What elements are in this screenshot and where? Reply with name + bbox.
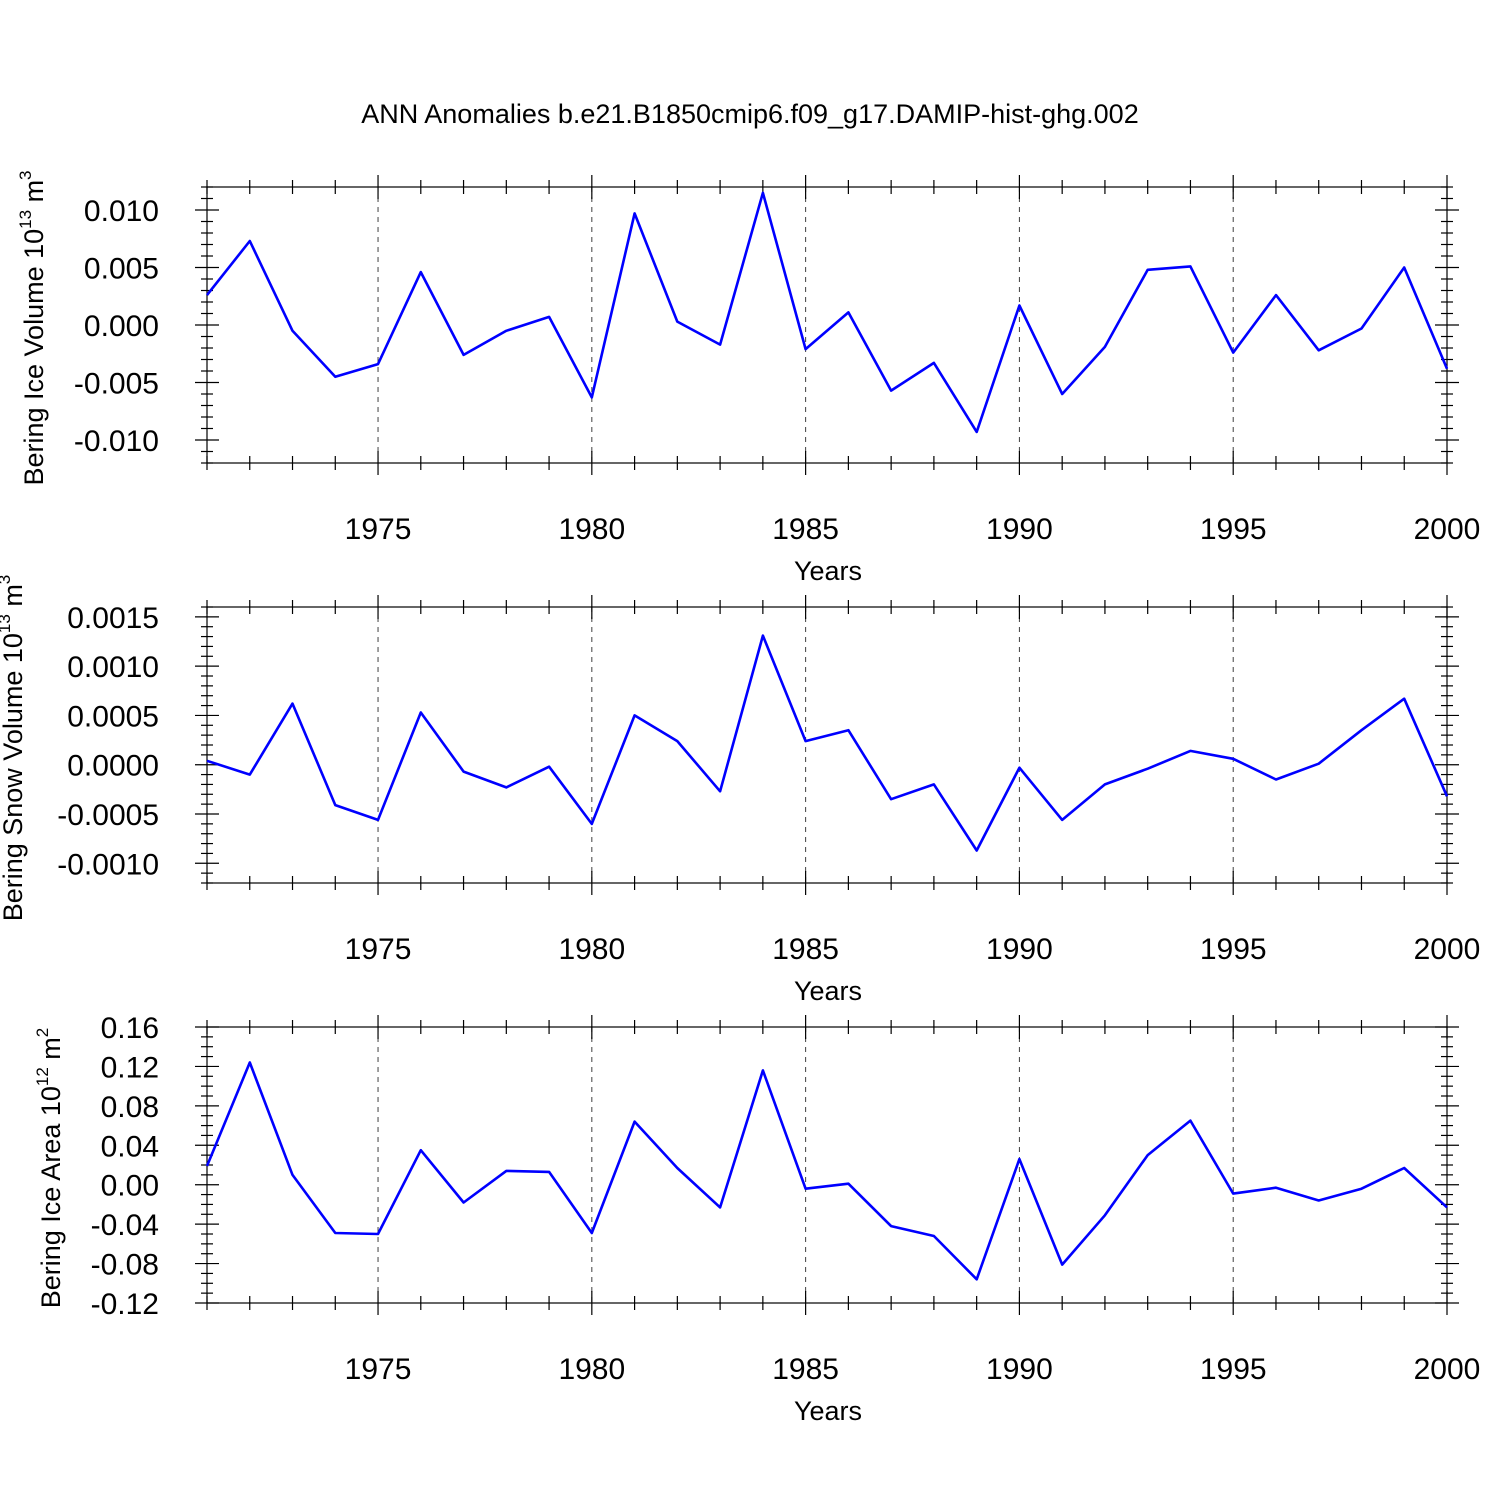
y-axis-title-unit: m [19, 180, 49, 210]
x-tick-label: 1990 [986, 1353, 1053, 1386]
x-tick-label: 1975 [345, 513, 412, 546]
panel-2: -0.0010 -0.0005 0.0000 0.0005 0.0010 0.0015 19… [0, 575, 1480, 1006]
x-tick-label: 1995 [1200, 513, 1267, 546]
y-axis-title-exponent: 12 [33, 1067, 52, 1086]
y-tick-label: 0.005 [84, 253, 159, 286]
x-axis-title: Years [794, 976, 862, 1006]
y-axis-title-text: Bering Snow Volume 10 [0, 633, 28, 921]
y-tick-label: -0.010 [74, 425, 159, 458]
y-tick-label: 0.04 [101, 1130, 159, 1163]
y-tick-label: -0.0010 [57, 848, 159, 881]
series-line [206, 634, 1449, 852]
panel-3: -0.12 -0.08 -0.04 0.00 0.04 0.08 0.12 0.16 1975 1… [33, 1012, 1480, 1426]
y-tick-label: 0.12 [101, 1051, 159, 1084]
x-tick-label: 1995 [1200, 933, 1267, 966]
y-tick-label: 0.0010 [67, 651, 159, 684]
x-tick-label: 1995 [1200, 1353, 1267, 1386]
y-tick-label: 0.16 [101, 1012, 159, 1045]
y-tick-label: -0.005 [74, 368, 159, 401]
plot-frame [206, 606, 1448, 884]
y-axis-title: Bering Ice Area 1012 m2 [33, 1028, 66, 1309]
y-tick-label: -0.04 [91, 1209, 159, 1242]
series-line [205, 1061, 1448, 1281]
x-tick-label: 2000 [1414, 513, 1481, 546]
y-axis-title-unit-exponent: 2 [33, 1028, 52, 1037]
y-tick-label: -0.0005 [57, 799, 159, 832]
x-tick-label: 1980 [558, 933, 625, 966]
y-tick-label: 0.0000 [67, 750, 159, 783]
chart-title: ANN Anomalies b.e21.B1850cmip6.f09_g17.D… [361, 99, 1138, 129]
y-axis-title-exponent: 13 [16, 210, 35, 229]
panel-1: -0.010 -0.005 0.000 0.005 0.010 1975 1980 1985 1… [16, 170, 1480, 586]
x-tick-label: 1985 [772, 513, 839, 546]
y-axis-title: Bering Ice Volume 1013 m3 [16, 170, 49, 485]
plot-frame [206, 1026, 1448, 1304]
y-axis-title-text: Bering Ice Area 10 [36, 1086, 66, 1308]
y-tick-label: 0.0015 [67, 602, 159, 635]
x-axis-title: Years [794, 1396, 862, 1426]
y-axis-title-unit-exponent: 3 [0, 575, 14, 584]
x-tick-label: 1975 [345, 933, 412, 966]
x-tick-label: 1980 [558, 1353, 625, 1386]
x-tick-label: 1990 [986, 513, 1053, 546]
x-tick-label: 2000 [1414, 933, 1481, 966]
y-tick-label: -0.12 [91, 1288, 159, 1321]
y-tick-label: 0.010 [84, 195, 159, 228]
series-line [205, 191, 1449, 434]
y-tick-label: 0.0005 [67, 700, 159, 733]
y-tick-label: 0.08 [101, 1091, 159, 1124]
y-axis-title-unit-exponent: 3 [16, 170, 35, 179]
x-tick-label: 1985 [772, 1353, 839, 1386]
x-axis-title: Years [794, 556, 862, 586]
y-tick-label: 0.000 [84, 310, 159, 343]
x-tick-label: 1985 [772, 933, 839, 966]
y-tick-label: 0.00 [101, 1170, 159, 1203]
y-tick-label: -0.08 [91, 1249, 159, 1282]
x-tick-label: 2000 [1414, 1353, 1481, 1386]
y-axis-title-unit: m [0, 584, 28, 614]
x-tick-label: 1980 [558, 513, 625, 546]
y-axis-title-unit: m [36, 1037, 66, 1067]
x-tick-label: 1990 [986, 933, 1053, 966]
x-tick-label: 1975 [345, 1353, 412, 1386]
y-axis-title-exponent: 13 [0, 614, 14, 633]
plot-frame [206, 186, 1448, 464]
y-axis-title-text: Bering Ice Volume 10 [19, 229, 49, 486]
y-axis-title: Bering Snow Volume 1013 m3 [0, 575, 28, 922]
